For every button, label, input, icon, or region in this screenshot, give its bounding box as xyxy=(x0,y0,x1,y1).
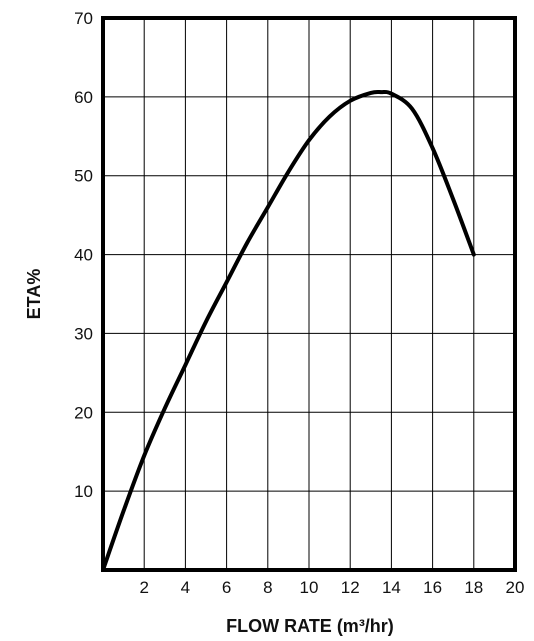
tick-labels: 2 4 6 8 10 12 14 16 18 20 10 20 30 40 50 60 70 xyxy=(74,9,524,597)
plot-frame xyxy=(101,16,517,572)
y-tick-label: 50 xyxy=(74,167,93,186)
x-tick-label: 2 xyxy=(139,578,148,597)
x-tick-label: 12 xyxy=(341,578,360,597)
x-tick-label: 8 xyxy=(263,578,272,597)
series-layer xyxy=(101,89,476,572)
x-tick-label: 6 xyxy=(222,578,231,597)
x-tick-label: 14 xyxy=(382,578,401,597)
y-tick-label: 20 xyxy=(74,403,93,422)
x-tick-label: 20 xyxy=(506,578,525,597)
x-tick-label: 18 xyxy=(464,578,483,597)
y-tick-label: 30 xyxy=(74,324,93,343)
x-tick-label: 10 xyxy=(300,578,319,597)
y-tick-label: 40 xyxy=(74,246,93,265)
x-tick-label: 4 xyxy=(181,578,190,597)
y-tick-label: 70 xyxy=(74,9,93,28)
y-axis-label: ETA% xyxy=(24,269,44,320)
x-tick-label: 16 xyxy=(423,578,442,597)
efficiency-curve xyxy=(101,89,476,572)
x-axis-label: FLOW RATE (m³/hr) xyxy=(226,616,394,636)
y-tick-label: 10 xyxy=(74,482,93,501)
y-tick-label: 60 xyxy=(74,88,93,107)
grid-lines xyxy=(103,18,515,570)
